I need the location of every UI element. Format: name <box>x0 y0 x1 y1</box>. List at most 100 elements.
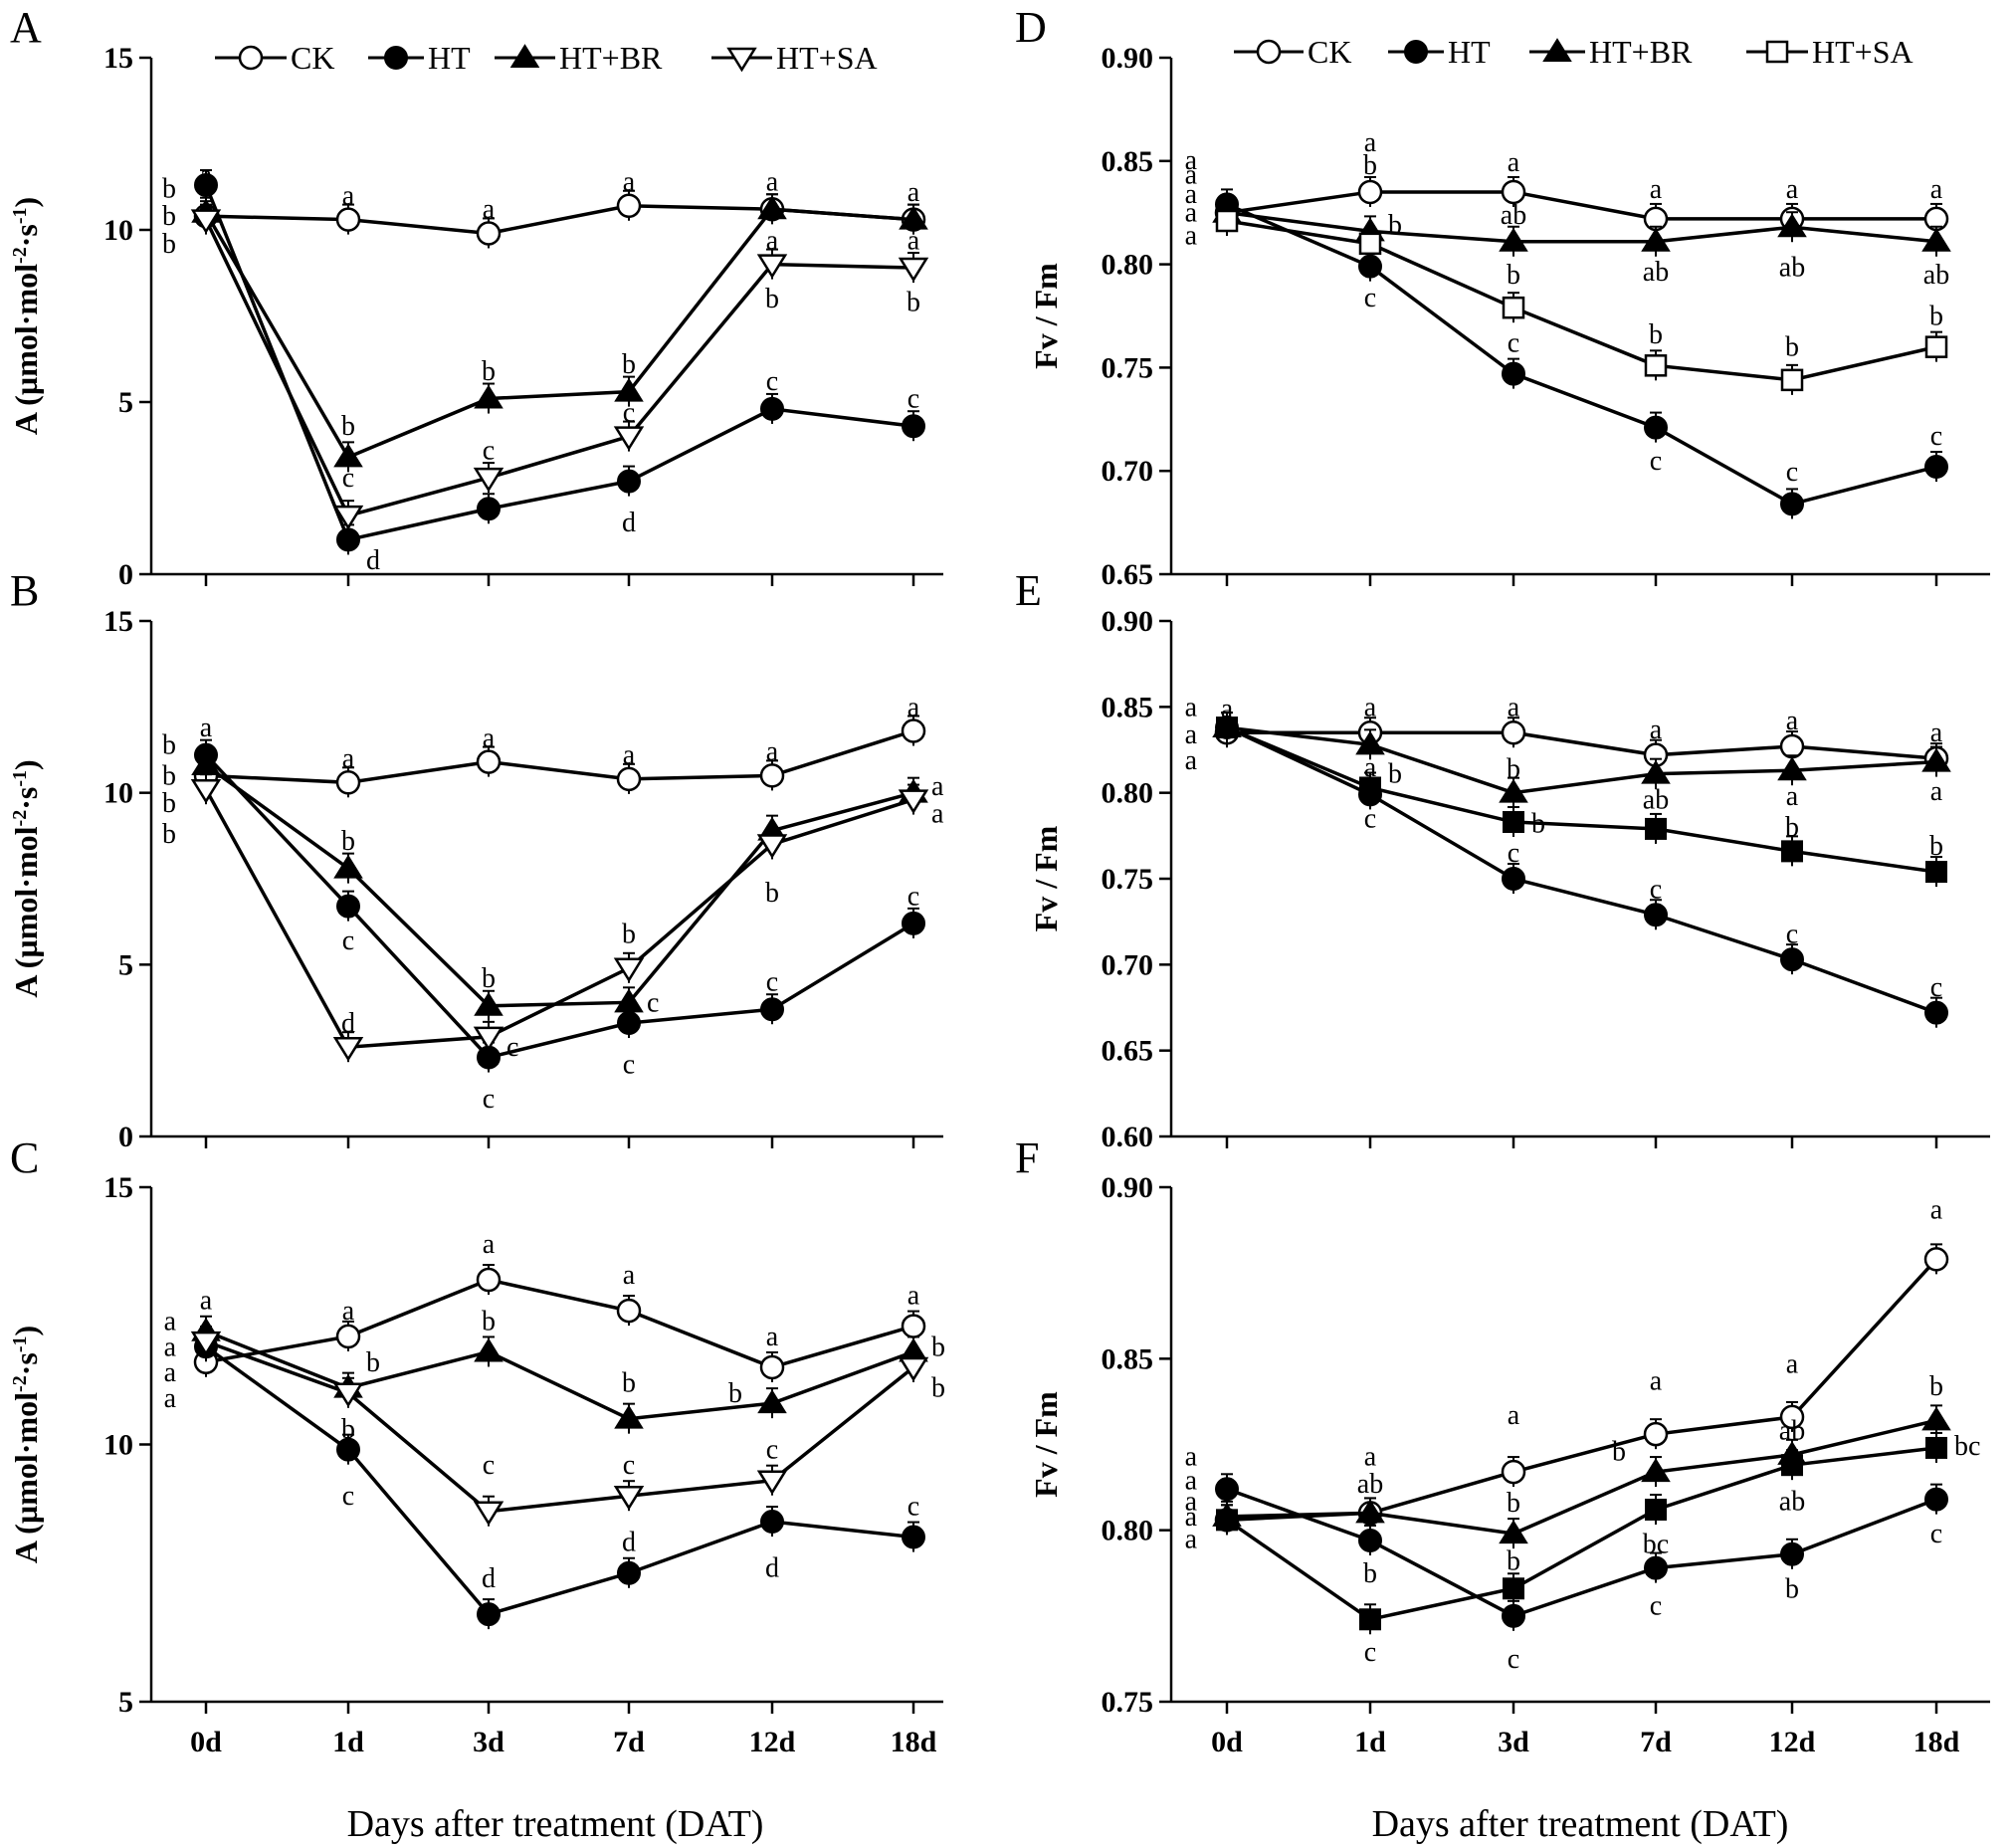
significance-label: a <box>907 1281 920 1312</box>
significance-label: a <box>483 1229 496 1260</box>
significance-label: b <box>765 284 779 314</box>
data-point-ht-sa <box>1781 1454 1803 1477</box>
significance-label: a <box>1650 174 1663 205</box>
data-point-ht-sa <box>332 505 364 530</box>
data-point-ck <box>335 770 361 795</box>
data-point-ht-br <box>1355 1499 1385 1524</box>
significance-label: ab <box>1643 785 1669 816</box>
significance-label: b <box>482 1306 496 1336</box>
significance-label: ab <box>1501 200 1526 231</box>
data-point-ck <box>1501 719 1526 745</box>
panel-letter: F <box>1015 1133 1039 1182</box>
series-line-ht-sa <box>1226 219 1937 382</box>
y-axis-label-part: -2 <box>9 1375 31 1392</box>
x-tick-label: 3d <box>1498 1726 1529 1758</box>
significance-label: a <box>766 225 779 256</box>
legend-item-ht: HT <box>368 40 471 76</box>
significance-label: a <box>1930 776 1943 807</box>
y-tick-label: 0.90 <box>1102 605 1154 638</box>
data-point-ht-sa <box>1924 335 1948 358</box>
significance-label: b <box>341 411 355 442</box>
significance-label: a <box>1185 1502 1198 1533</box>
y-axis-label-part: -2 <box>9 247 31 264</box>
data-point-ck <box>901 1314 926 1338</box>
panel-letter: B <box>10 566 39 615</box>
significance-label: c <box>907 384 919 415</box>
significance-label: b <box>1507 1546 1520 1577</box>
data-point-ht-br <box>1641 227 1671 252</box>
legend-item-ck: CK <box>1234 34 1351 70</box>
significance-label: c <box>623 1049 635 1080</box>
legend-label: HT+SA <box>776 40 878 76</box>
significance-label: a <box>200 160 213 191</box>
significance-label: a <box>1185 179 1198 210</box>
significance-label: c <box>1508 838 1519 869</box>
significance-label: c <box>342 463 354 494</box>
data-point-ht-sa <box>1780 368 1804 392</box>
significance-label: a <box>623 167 636 198</box>
significance-label: c <box>483 1084 495 1115</box>
y-axis-label-part: -1 <box>9 207 31 224</box>
y-tick-label: 0.85 <box>1102 145 1154 178</box>
y-tick-label: 0.75 <box>1102 351 1154 384</box>
significance-label: b <box>1388 759 1402 790</box>
data-point-ht-sa <box>1645 817 1667 840</box>
data-point-ck <box>759 763 785 788</box>
x-axis-label-left: Days after treatment (DAT) <box>347 1803 764 1845</box>
significance-label: b <box>162 819 176 850</box>
series-line-ht-br <box>1226 1418 1937 1536</box>
significance-label: c <box>907 881 919 912</box>
y-axis-label-part: A (µmol·mol <box>8 264 44 435</box>
data-point-ck <box>759 1354 785 1380</box>
data-point-ht-br <box>1355 730 1385 755</box>
significance-label: a <box>483 194 496 225</box>
significance-label: ab <box>1643 257 1669 288</box>
significance-label: a <box>1364 1442 1377 1473</box>
data-point-ht-sa <box>1925 1436 1947 1459</box>
data-point-ht-br <box>899 205 928 230</box>
data-point-ht <box>1215 1477 1239 1502</box>
significance-label: c <box>342 1481 354 1512</box>
significance-label: b <box>162 788 176 819</box>
significance-label: a <box>1364 127 1377 158</box>
y-axis-label: A (µmol·mol-2·s-1) <box>8 197 44 435</box>
significance-label: a <box>1930 718 1943 748</box>
data-point-ht-sa <box>190 1331 222 1356</box>
significance-label: a <box>1185 1466 1198 1497</box>
significance-label: a <box>1508 147 1520 178</box>
data-point-ck <box>1923 1247 1949 1272</box>
significance-label: c <box>483 1450 495 1481</box>
series-line-ht-br <box>205 1330 914 1421</box>
data-point-ht <box>1780 1541 1804 1566</box>
significance-label: bc <box>1954 1431 1980 1462</box>
data-point-ht <box>760 1510 784 1535</box>
data-point-ck <box>1643 1421 1669 1447</box>
y-tick-label: 0.80 <box>1102 1515 1154 1547</box>
y-axis-label: Fv / Fm <box>1028 263 1064 369</box>
significance-label: a <box>1786 706 1799 736</box>
significance-label: a <box>164 1357 177 1388</box>
significance-label: a <box>483 722 496 753</box>
y-axis-label: A (µmol·mol-2·s-1) <box>8 759 44 997</box>
y-tick-label: 0.90 <box>1102 42 1154 75</box>
significance-label: a <box>1650 715 1663 745</box>
significance-label: b <box>341 1414 355 1445</box>
data-point-ht <box>336 527 360 552</box>
y-tick-label: 0.60 <box>1102 1121 1154 1153</box>
significance-label: b <box>162 760 176 791</box>
data-point-ht <box>1924 455 1948 480</box>
legend-label: HT+BR <box>1589 34 1693 70</box>
significance-label: b <box>1363 150 1377 181</box>
y-tick-label: 5 <box>118 1686 133 1719</box>
legend-label: HT+BR <box>559 40 663 76</box>
data-point-ht-br <box>614 1404 644 1429</box>
significance-label: d <box>622 508 636 538</box>
significance-label: a <box>342 180 355 211</box>
significance-label: c <box>907 1492 919 1523</box>
legend-item-ck: CK <box>215 40 334 76</box>
legend-label: CK <box>291 40 334 76</box>
data-point-ht-br <box>1641 1458 1671 1483</box>
